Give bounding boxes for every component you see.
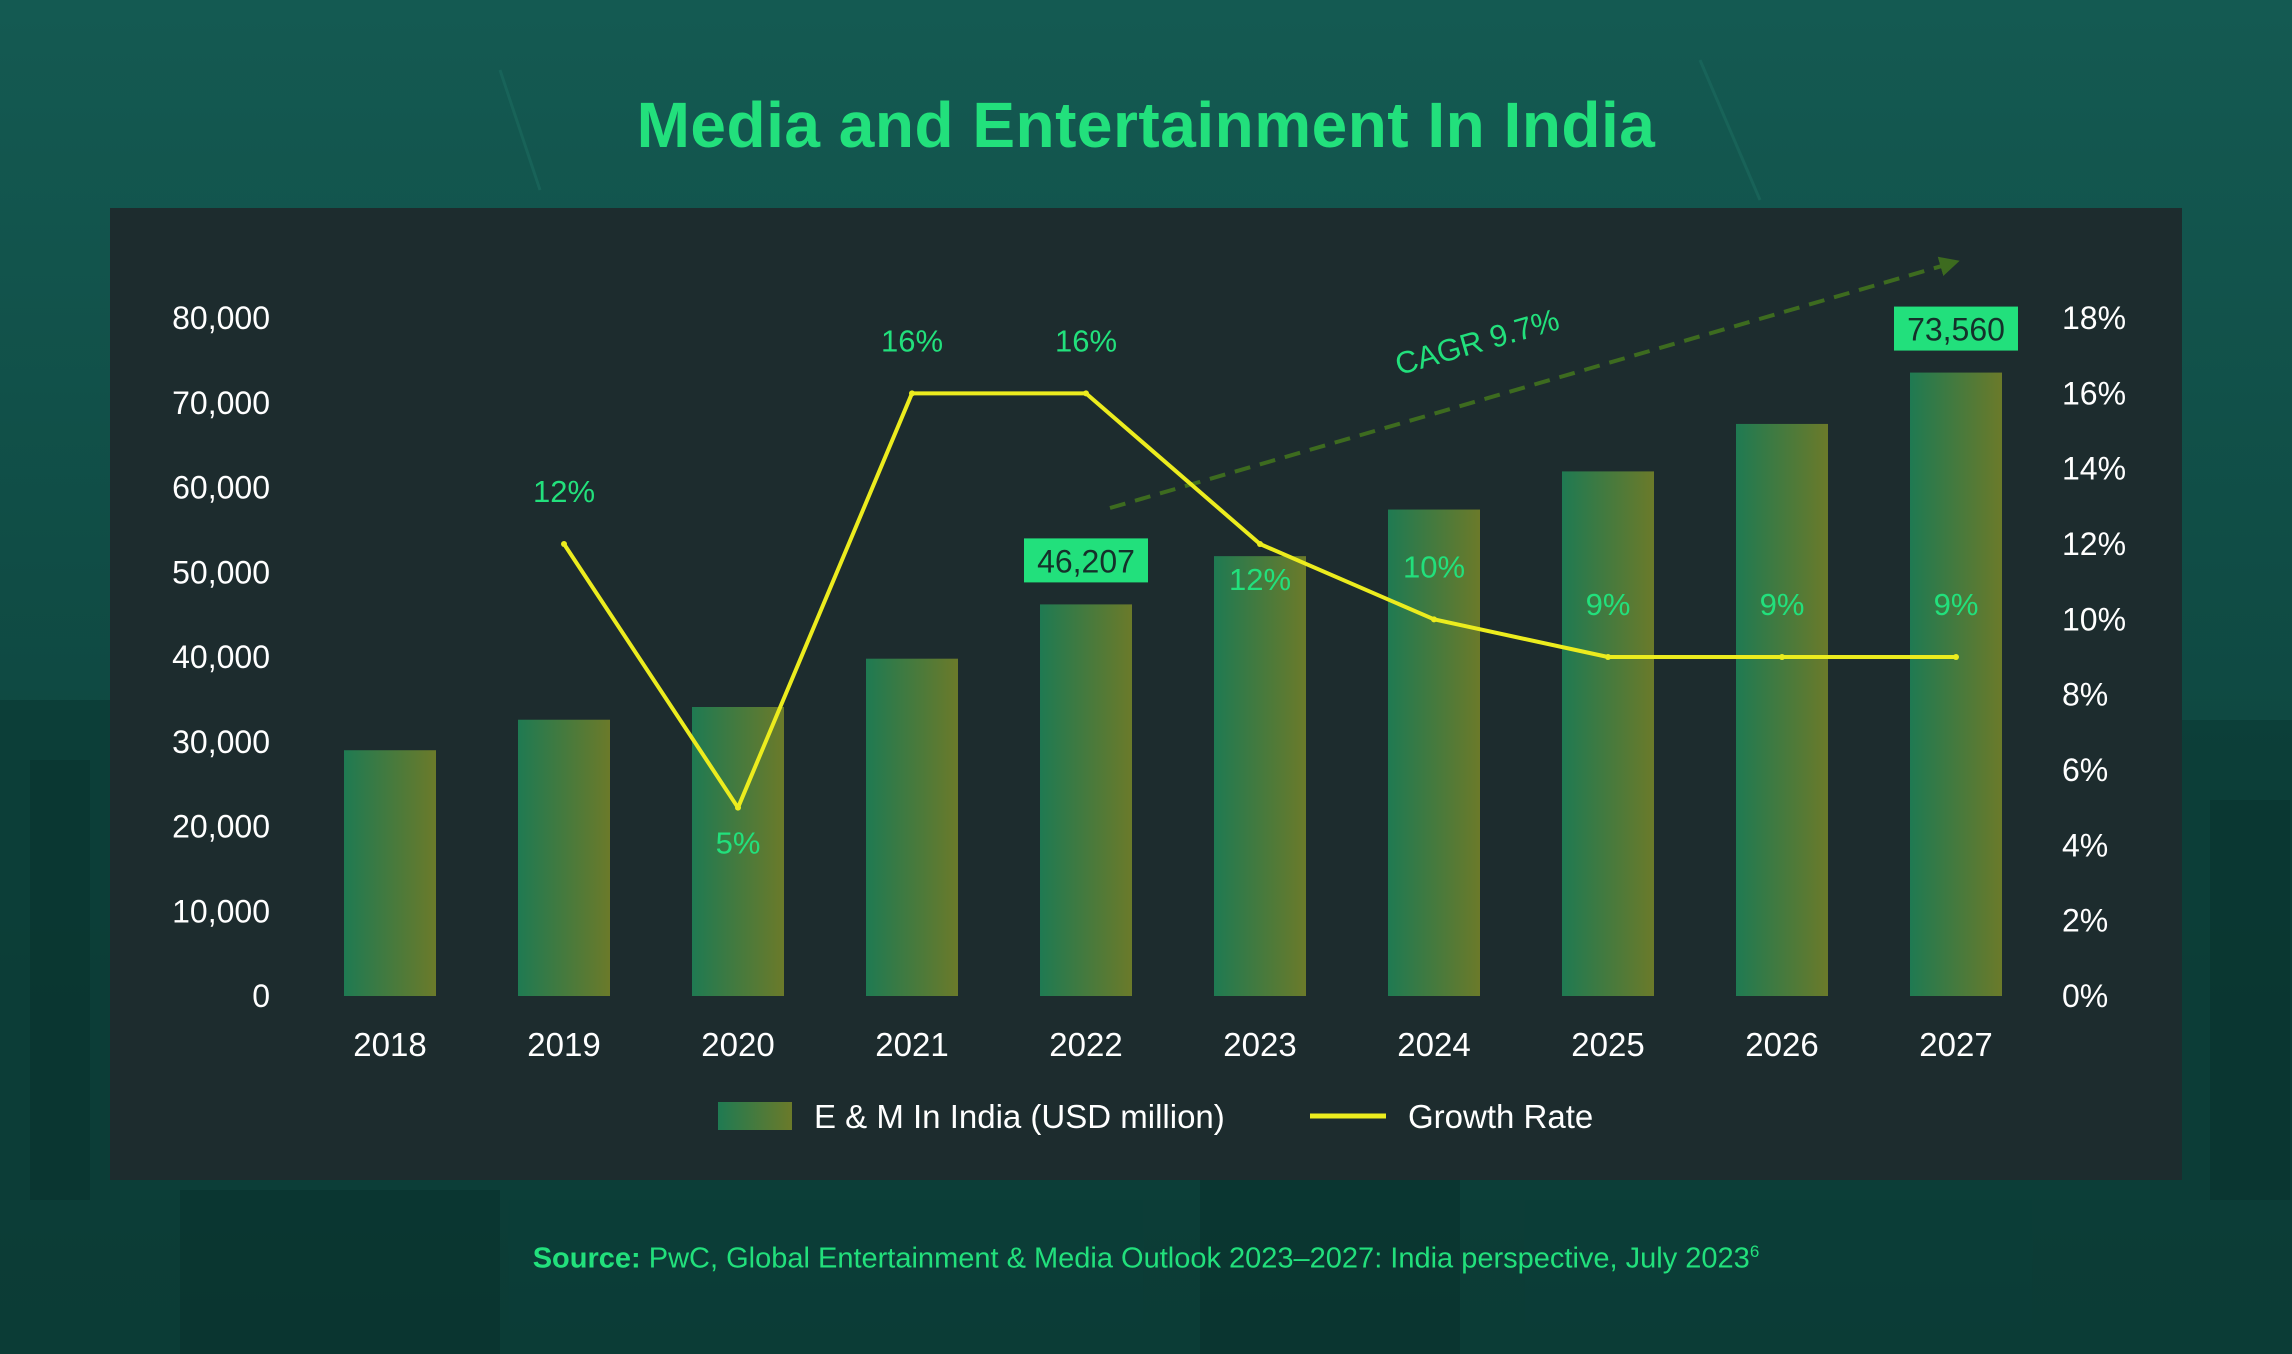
left-axis-tick-label: 60,000 [172,470,270,506]
bar [1040,604,1132,996]
source-footnote-marker: 6 [1749,1242,1760,1261]
x-axis-tick-label: 2021 [875,1026,948,1063]
bar [1736,423,1828,996]
left-axis-tick-label: 30,000 [172,724,270,760]
growth-rate-label: 9% [1760,587,1805,622]
growth-rate-label: 12% [533,474,595,509]
bar [518,719,610,996]
bar-value-label: 46,207 [1037,543,1135,579]
right-axis-tick-label: 10% [2062,601,2126,637]
growth-rate-point [1257,541,1263,547]
growth-rate-label: 16% [881,323,943,358]
growth-rate-point [1431,616,1437,623]
bar [1388,509,1480,996]
x-axis-tick-label: 2026 [1745,1026,1818,1063]
chart-panel [110,208,2182,1180]
x-axis-tick-label: 2022 [1049,1026,1122,1063]
left-axis-tick-label: 80,000 [172,300,270,336]
source-note: Source: PwC, Global Entertainment & Medi… [0,1242,2292,1276]
bar [1562,471,1654,997]
left-axis-tick-label: 10,000 [172,893,270,929]
x-axis-tick-label: 2024 [1397,1026,1470,1063]
left-axis-tick-label: 40,000 [172,639,270,675]
left-axis-tick-label: 50,000 [172,554,270,590]
bar [344,750,436,996]
growth-rate-point [561,541,567,547]
growth-rate-label: 16% [1055,323,1117,358]
growth-rate-label: 12% [1229,562,1291,597]
growth-rate-label: 10% [1403,549,1465,584]
x-axis-tick-label: 2025 [1571,1026,1644,1063]
bar [692,707,784,996]
growth-rate-label: 9% [1586,587,1631,622]
right-axis-tick-label: 14% [2062,451,2126,487]
x-axis-tick-label: 2023 [1223,1026,1296,1063]
x-axis-tick-label: 2027 [1919,1026,1992,1063]
bar [1910,372,2002,997]
source-text: PwC, Global Entertainment & Media Outloo… [648,1242,1750,1275]
chart-title: Media and Entertainment In India [636,89,1656,161]
x-axis-tick-label: 2019 [527,1026,600,1063]
left-axis-tick-label: 70,000 [172,385,270,421]
right-axis-tick-label: 0% [2062,978,2108,1014]
right-axis-tick-label: 4% [2062,827,2108,863]
growth-rate-point [1083,390,1089,397]
legend-bar-swatch [718,1102,792,1130]
legend-line-label: Growth Rate [1408,1098,1593,1135]
right-axis-tick-label: 18% [2062,300,2126,336]
left-axis-tick-label: 0 [252,978,270,1014]
bar-value-badge [1024,538,1148,583]
right-axis-tick-label: 12% [2062,526,2126,562]
growth-rate-point [1605,654,1611,660]
right-axis-tick-label: 16% [2062,375,2126,411]
growth-rate-point [1779,654,1785,660]
growth-rate-point [909,390,915,397]
bar [1214,556,1306,996]
right-axis-tick-label: 6% [2062,752,2108,788]
right-axis-tick-label: 8% [2062,677,2108,713]
x-axis-tick-label: 2020 [701,1026,774,1063]
growth-rate-label: 5% [716,826,761,861]
source-label: Source: [532,1242,641,1275]
growth-rate-label: 9% [1934,587,1979,622]
growth-rate-point [1953,654,1959,660]
growth-rate-point [735,804,741,811]
cagr-trend-arrow [1109,256,1960,510]
right-axis-tick-label: 2% [2062,903,2108,939]
left-axis-tick-label: 20,000 [172,809,270,845]
bar [866,658,958,996]
bar-value-badge [1894,306,2018,351]
legend-bar-label: E & M In India (USD million) [814,1098,1225,1135]
x-axis-tick-label: 2018 [353,1026,426,1063]
bar-value-label: 73,560 [1907,312,2005,348]
